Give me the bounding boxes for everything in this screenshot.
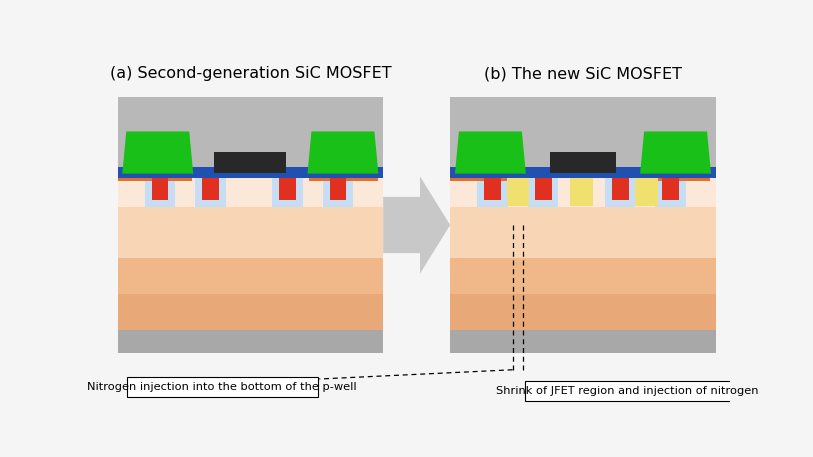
Bar <box>450 169 524 181</box>
Bar <box>450 168 715 178</box>
Bar <box>151 178 168 200</box>
Bar <box>118 178 383 207</box>
Bar <box>550 152 616 173</box>
Bar <box>195 178 226 207</box>
Bar <box>118 207 383 258</box>
Bar <box>663 178 679 200</box>
Bar <box>571 173 593 206</box>
Bar <box>485 178 501 200</box>
Bar <box>450 168 715 178</box>
Text: Nitrogen injection into the bottom of the p-well: Nitrogen injection into the bottom of th… <box>88 383 357 393</box>
Bar <box>450 168 715 178</box>
Bar <box>611 178 628 200</box>
Bar <box>450 97 715 168</box>
Bar <box>215 152 286 173</box>
Text: (a) Second-generation SiC MOSFET: (a) Second-generation SiC MOSFET <box>110 66 391 81</box>
Bar <box>506 173 529 206</box>
Bar <box>118 97 383 129</box>
Bar <box>535 178 551 200</box>
Bar <box>118 258 383 294</box>
Polygon shape <box>640 132 711 174</box>
Bar <box>450 258 715 294</box>
Bar <box>663 178 679 200</box>
Polygon shape <box>307 132 378 174</box>
Bar <box>611 178 628 200</box>
Text: (b) The new SiC MOSFET: (b) The new SiC MOSFET <box>484 66 682 81</box>
Bar <box>145 178 176 207</box>
Bar <box>118 294 383 330</box>
Bar <box>605 178 636 207</box>
Bar <box>450 294 715 330</box>
Bar <box>641 169 711 181</box>
Bar <box>611 178 628 200</box>
Bar <box>535 178 551 200</box>
Bar <box>272 178 302 207</box>
Bar <box>279 178 296 200</box>
Text: Shrink of JFET region and injection of nitrogen: Shrink of JFET region and injection of n… <box>497 386 759 396</box>
Bar <box>151 178 168 200</box>
Bar <box>663 178 679 200</box>
Bar <box>118 330 383 353</box>
Bar <box>450 330 715 353</box>
Bar <box>118 97 383 168</box>
Bar <box>528 178 559 207</box>
Bar <box>323 178 354 207</box>
Polygon shape <box>122 132 193 174</box>
Bar <box>450 207 715 258</box>
Polygon shape <box>383 176 450 274</box>
Bar <box>202 178 219 200</box>
Bar <box>535 178 551 200</box>
Bar <box>524 381 731 401</box>
Bar <box>329 178 346 200</box>
Polygon shape <box>455 132 526 174</box>
Bar <box>309 169 378 181</box>
Bar <box>636 173 658 206</box>
Bar <box>485 178 501 200</box>
Bar <box>118 169 192 181</box>
Bar <box>202 178 219 200</box>
Bar <box>127 377 318 398</box>
Bar <box>450 178 715 207</box>
Bar <box>329 178 346 200</box>
Bar <box>450 97 715 129</box>
Bar <box>118 168 383 178</box>
Bar <box>279 178 296 200</box>
Bar <box>655 178 686 207</box>
Bar <box>118 168 383 178</box>
Bar <box>477 178 508 207</box>
Bar <box>485 178 501 200</box>
